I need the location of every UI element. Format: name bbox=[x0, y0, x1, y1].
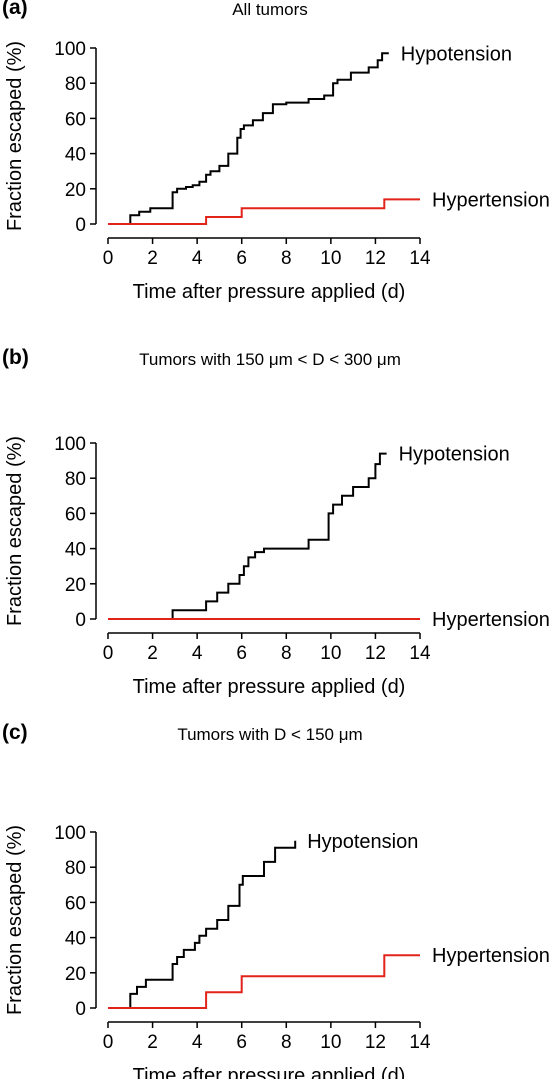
x-tick-label: 10 bbox=[320, 248, 341, 269]
series-label-hypertension: Hypertension bbox=[432, 189, 550, 211]
series-label-hypertension: Hypertension bbox=[432, 945, 550, 967]
series-line-hypertension bbox=[108, 954, 420, 1009]
series-label-hypotension: Hypotension bbox=[401, 43, 512, 65]
y-tick-label: 80 bbox=[65, 858, 86, 879]
series-label-hypotension: Hypotension bbox=[307, 831, 418, 853]
panel-title: All tumors bbox=[232, 0, 308, 19]
x-tick-label: 14 bbox=[409, 1032, 431, 1053]
x-tick-label: 4 bbox=[192, 643, 203, 664]
y-tick-label: 60 bbox=[65, 893, 86, 914]
x-tick-label: 8 bbox=[281, 643, 292, 664]
series-line-hypotension bbox=[108, 840, 297, 1009]
x-axis-label: Time after pressure applied (d) bbox=[133, 1065, 406, 1079]
x-tick-label: 6 bbox=[236, 1032, 247, 1053]
y-tick-label: 100 bbox=[54, 823, 86, 844]
series-label-hypertension: Hypertension bbox=[432, 609, 550, 631]
y-axis-label: Fraction escaped (%) bbox=[4, 41, 26, 231]
x-tick-label: 2 bbox=[147, 1032, 158, 1053]
x-tick-label: 14 bbox=[409, 248, 431, 269]
series-line-hypotension bbox=[108, 52, 389, 225]
x-tick-label: 8 bbox=[281, 248, 292, 269]
x-tick-label: 12 bbox=[365, 1032, 386, 1053]
y-tick-label: 60 bbox=[65, 109, 86, 130]
y-tick-label: 40 bbox=[65, 145, 86, 166]
x-tick-label: 8 bbox=[281, 1032, 292, 1053]
panel-a: (a) All tumors 0 20 40 60 80 100 0 2 4 6 8 10 12 14Time… bbox=[2, 0, 550, 303]
x-tick-label: 0 bbox=[103, 1032, 114, 1053]
x-tick-label: 12 bbox=[365, 643, 386, 664]
y-tick-label: 100 bbox=[54, 434, 86, 455]
panel-title: Tumors with 150 μm < D < 300 μm bbox=[139, 350, 401, 369]
y-tick-label: 0 bbox=[75, 610, 86, 631]
y-tick-label: 20 bbox=[65, 180, 86, 201]
series-label-hypotension: Hypotension bbox=[399, 444, 510, 466]
x-tick-label: 2 bbox=[147, 643, 158, 664]
x-tick-label: 2 bbox=[147, 248, 158, 269]
x-tick-label: 0 bbox=[103, 643, 114, 664]
panel-c: (c) Tumors with D < 150 μm 0 20 40 60 80 100 0 2 4… bbox=[2, 721, 550, 1079]
y-tick-label: 80 bbox=[65, 469, 86, 490]
y-tick-label: 40 bbox=[65, 540, 86, 561]
y-tick-label: 0 bbox=[75, 215, 86, 236]
x-tick-label: 4 bbox=[192, 248, 203, 269]
x-tick-label: 12 bbox=[365, 248, 386, 269]
x-tick-label: 6 bbox=[236, 643, 247, 664]
series-line-hypertension bbox=[108, 198, 420, 225]
x-axis-label: Time after pressure applied (d) bbox=[133, 281, 406, 303]
y-tick-label: 80 bbox=[65, 74, 86, 95]
x-tick-label: 14 bbox=[409, 643, 431, 664]
panel-b: (b) Tumors with 150 μm < D < 300 μm020406… bbox=[2, 346, 550, 698]
y-tick-label: 20 bbox=[65, 964, 86, 985]
panel-label: (b) bbox=[2, 346, 29, 369]
y-tick-label: 20 bbox=[65, 575, 86, 596]
panel-title: Tumors with D < 150 μm bbox=[177, 725, 362, 744]
panel-label: (c) bbox=[2, 721, 28, 744]
series-line-hypotension bbox=[108, 452, 387, 620]
y-tick-label: 100 bbox=[54, 39, 86, 60]
x-tick-label: 10 bbox=[320, 1032, 341, 1053]
panel-label: (a) bbox=[2, 0, 28, 19]
y-tick-label: 40 bbox=[65, 929, 86, 950]
x-tick-label: 4 bbox=[192, 1032, 203, 1053]
y-tick-label: 60 bbox=[65, 504, 86, 525]
y-tick-label: 0 bbox=[75, 999, 86, 1020]
y-axis-label: Fraction escaped (%) bbox=[4, 825, 26, 1015]
x-tick-label: 0 bbox=[103, 248, 114, 269]
x-tick-label: 6 bbox=[236, 248, 247, 269]
y-axis-label: Fraction escaped (%) bbox=[4, 436, 26, 626]
x-axis-label: Time after pressure applied (d) bbox=[133, 676, 406, 698]
x-tick-label: 10 bbox=[320, 643, 341, 664]
